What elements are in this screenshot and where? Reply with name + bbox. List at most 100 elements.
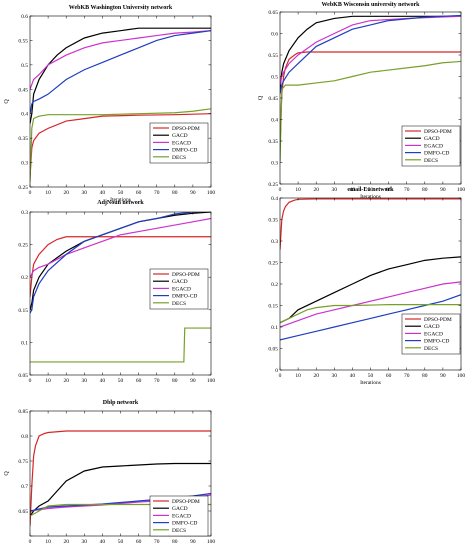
y-tick-label: 0.3 <box>271 161 278 167</box>
y-tick-label: 0.25 <box>18 185 28 191</box>
x-tick-label: 40 <box>350 373 356 379</box>
x-tick-label: 60 <box>386 373 392 379</box>
x-tick-label: 0 <box>29 539 32 545</box>
x-tick-label: 90 <box>440 373 446 379</box>
x-tick-label: 10 <box>45 378 51 384</box>
y-axis-label: Q <box>4 99 10 104</box>
series-line-decs <box>30 503 211 517</box>
x-tick-label: 50 <box>368 187 374 193</box>
series-line-dmfo-cd <box>280 14 461 94</box>
series-line-dpso-pdm <box>30 236 211 297</box>
legend-label: EGACD <box>172 286 191 292</box>
x-tick-label: 60 <box>136 539 142 545</box>
x-tick-label: 100 <box>207 539 216 545</box>
legend-label: GACD <box>424 136 440 142</box>
series-line-dpso-pdm <box>30 430 211 527</box>
x-tick-label: 90 <box>190 539 196 545</box>
x-tick-label: 10 <box>45 539 51 545</box>
y-tick-label: 0.5 <box>21 63 28 69</box>
x-tick-label: 100 <box>457 373 466 379</box>
x-tick-label: 100 <box>457 187 466 193</box>
legend-label: DECS <box>424 346 438 352</box>
series-line-gacd <box>30 27 211 124</box>
legend-label: EGACD <box>424 331 443 337</box>
x-tick-label: 90 <box>440 187 446 193</box>
x-tick-label: 60 <box>136 190 142 196</box>
series-line-decs <box>280 304 461 324</box>
chart-panel-4: Dblp network 0 10 20 30 40 50 60 70 80 90 100 0.65 0.… <box>4 400 215 545</box>
x-tick-label: 40 <box>100 378 106 384</box>
legend-label: DPSO-PDM <box>172 272 200 278</box>
legend-label: EGACD <box>172 513 191 519</box>
series-line-decs <box>30 108 211 183</box>
x-tick-label: 50 <box>118 539 124 545</box>
legend-box <box>149 122 209 164</box>
y-tick-label: 0.25 <box>268 182 278 188</box>
y-axis-label: Q <box>4 471 10 476</box>
x-tick-label: 40 <box>350 187 356 193</box>
legend-label: DMFO-CD <box>424 339 449 345</box>
x-tick-label: 90 <box>190 378 196 384</box>
x-axis-label: Iterations <box>110 197 131 203</box>
y-tick-label: 0.4 <box>21 112 28 118</box>
series-line-egacd <box>30 30 211 90</box>
series-line-egacd <box>280 15 461 86</box>
y-tick-label: 0.2 <box>21 275 28 281</box>
y-axis-label: Q <box>258 95 264 100</box>
x-tick-label: 10 <box>295 373 301 379</box>
legend-label: DECS <box>424 158 438 164</box>
legend-label: DECS <box>172 528 186 534</box>
x-tick-label: 50 <box>118 378 124 384</box>
y-tick-label: 0.55 <box>18 38 28 44</box>
x-tick-label: 30 <box>82 190 88 196</box>
x-tick-label: 90 <box>190 190 196 196</box>
series-line-gacd <box>280 256 461 324</box>
legend-label: GACD <box>172 279 188 285</box>
x-tick-label: 80 <box>422 373 428 379</box>
y-tick-label: 0.1 <box>271 325 278 331</box>
x-tick-label: 30 <box>82 378 88 384</box>
x-tick-label: 60 <box>386 187 392 193</box>
y-tick-label: 0.5 <box>271 75 278 81</box>
series-line-dmfo-cd <box>30 212 202 314</box>
y-tick-label: 0.7 <box>21 484 28 490</box>
x-tick-label: 30 <box>82 539 88 545</box>
y-tick-label: 0.65 <box>268 10 278 16</box>
legend-label: EGACD <box>424 143 443 149</box>
series-line-decs <box>30 327 211 363</box>
legend-label: DPSO-PDM <box>424 129 452 135</box>
y-tick-label: 0.25 <box>18 243 28 249</box>
series-line-gacd <box>30 462 211 517</box>
x-tick-label: 0 <box>279 373 282 379</box>
y-tick-label: 0.6 <box>271 32 278 38</box>
chart-title: AdjNoun network <box>97 200 144 206</box>
y-tick-label: 0.4 <box>271 196 278 202</box>
legend-label: DMFO-CD <box>424 151 449 157</box>
y-tick-label: 0.2 <box>271 282 278 288</box>
legend-label: DPSO-PDM <box>424 317 452 323</box>
y-tick-label: 0.85 <box>18 409 28 415</box>
x-tick-label: 20 <box>313 373 319 379</box>
x-tick-label: 10 <box>45 190 51 196</box>
x-axis-label: Iterations <box>360 194 381 200</box>
y-tick-label: 0.35 <box>268 218 278 224</box>
x-tick-label: 80 <box>172 378 178 384</box>
x-tick-label: 30 <box>332 373 338 379</box>
x-tick-label: 40 <box>100 539 106 545</box>
x-tick-label: 80 <box>172 539 178 545</box>
x-tick-label: 10 <box>295 187 301 193</box>
chart-title: WebKB Washington University network <box>69 5 173 11</box>
legend-label: DMFO-CD <box>172 521 197 527</box>
x-tick-label: 80 <box>172 190 178 196</box>
y-tick-label: 0.6 <box>21 14 28 20</box>
chart-panel-0: WebKB Washington University network 0 10 20… <box>4 5 215 203</box>
legend-label: GACD <box>172 506 188 512</box>
legend-label: DPSO-PDM <box>172 499 200 505</box>
series-line-dpso-pdm <box>280 198 461 250</box>
y-tick-label: 0.45 <box>18 87 28 93</box>
y-tick-label: 0.35 <box>18 136 28 142</box>
legend-label: DPSO-PDM <box>172 126 200 132</box>
series-line-egacd <box>280 281 461 328</box>
chart-panel-1: WebKB Wisconsin university network 0 10 20 3… <box>258 2 465 200</box>
